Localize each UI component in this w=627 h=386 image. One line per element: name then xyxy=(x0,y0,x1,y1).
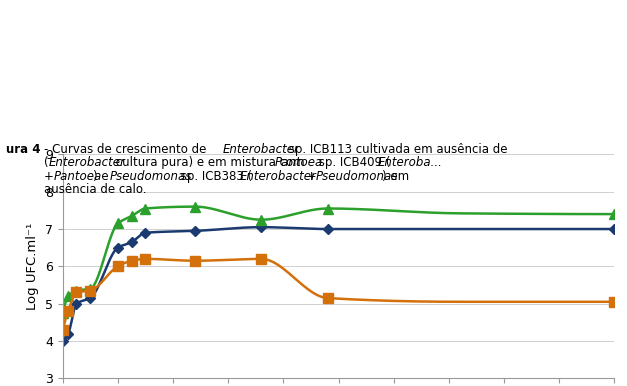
Text: Enteroba...: Enteroba... xyxy=(378,156,443,169)
Text: Pseudomonas: Pseudomonas xyxy=(110,170,192,183)
Text: +: + xyxy=(303,170,320,183)
Text: (: ( xyxy=(44,156,48,169)
Text: Enterobacter: Enterobacter xyxy=(223,143,300,156)
Text: Enterobacter: Enterobacter xyxy=(240,170,317,183)
Text: Enterobacter: Enterobacter xyxy=(49,156,126,169)
Text: Pantoea: Pantoea xyxy=(275,156,323,169)
Text: ausência de calo.: ausência de calo. xyxy=(44,183,146,196)
Y-axis label: Log UFC.ml⁻¹: Log UFC.ml⁻¹ xyxy=(26,223,40,310)
Text: ura 4: ura 4 xyxy=(6,143,41,156)
Text: sp. ICB409 (: sp. ICB409 ( xyxy=(315,156,391,169)
Text: ) e: ) e xyxy=(93,170,112,183)
Text: - Curvas de crescimento de: - Curvas de crescimento de xyxy=(44,143,210,156)
Text: cultura pura) e em mistura com: cultura pura) e em mistura com xyxy=(112,156,308,169)
Text: +: + xyxy=(44,170,58,183)
Text: ) em: ) em xyxy=(382,170,409,183)
Text: Pseudomonas: Pseudomonas xyxy=(315,170,398,183)
Text: Pantoea: Pantoea xyxy=(53,170,102,183)
Text: sp. ICB113 cultivada em ausência de: sp. ICB113 cultivada em ausência de xyxy=(285,143,508,156)
Text: sp. ICB383 (: sp. ICB383 ( xyxy=(177,170,252,183)
